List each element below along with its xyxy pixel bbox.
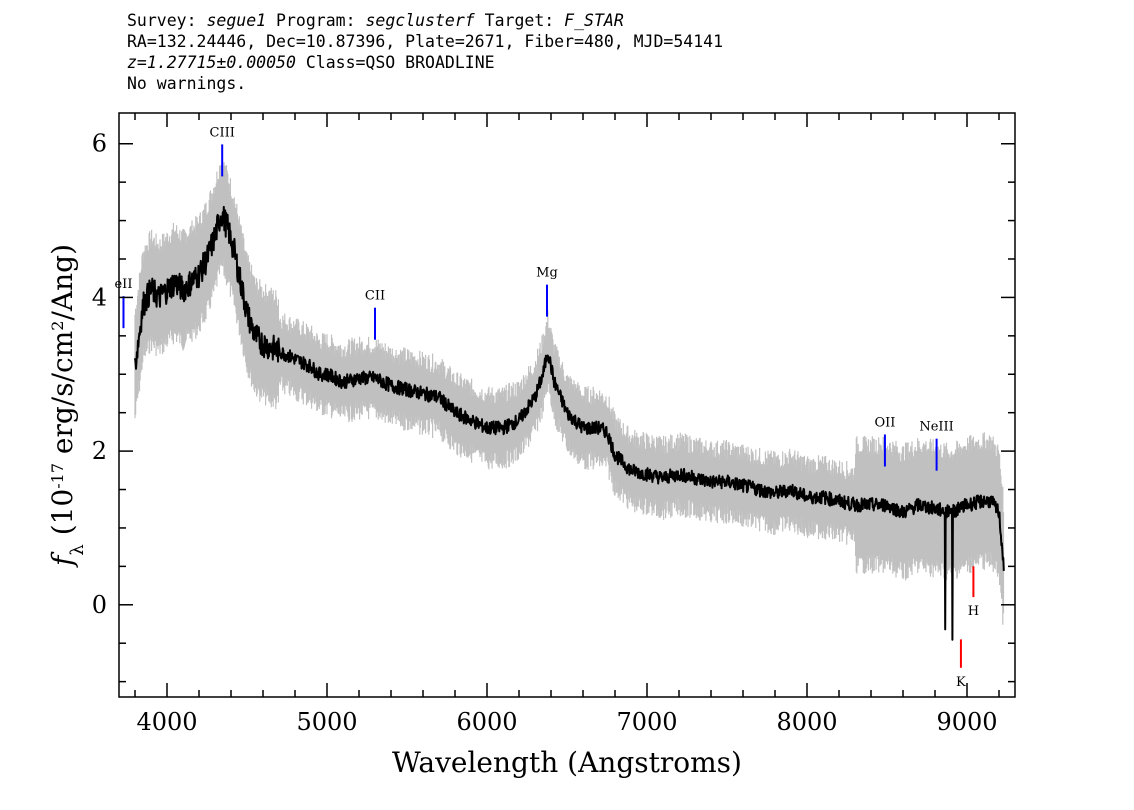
y-tick-label: 2 <box>92 437 107 465</box>
spectrum-header: Survey: segue1 Program: segclusterf Targ… <box>127 10 723 94</box>
spectral-line-markers: eII CIII CII Mg OII NeIII H K <box>114 125 979 689</box>
flux-line-path <box>134 205 1005 641</box>
x-tick-label: 6000 <box>456 708 517 736</box>
program-value: segclusterf <box>365 11 475 30</box>
y-axis-label: fλ (10-17 erg/s/cm2/Ang) <box>46 244 88 568</box>
plot-frame <box>118 112 1016 698</box>
spectral-line-h-label: H <box>968 604 979 619</box>
x-tick-label: 5000 <box>296 708 357 736</box>
spectral-line-ciii-label: CIII <box>210 125 235 140</box>
target-value: F_STAR <box>564 11 624 30</box>
y-axis-label-text: fλ (10-17 erg/s/cm2/Ang) <box>46 244 88 568</box>
spectral-line-cii-label: CII <box>365 289 385 304</box>
y-tick-label: 0 <box>92 591 107 619</box>
axis-ticks: 4000 5000 6000 7000 8000 9000 0 2 4 6 <box>92 113 1015 736</box>
spectral-line-neiii-label: NeIII <box>919 420 953 435</box>
target-label: Target: <box>484 11 555 30</box>
noise-band-path <box>134 162 1005 625</box>
x-tick-label: 7000 <box>616 708 677 736</box>
x-tick-label: 9000 <box>936 708 997 736</box>
x-tick-label: 4000 <box>136 708 197 736</box>
header-line-redshift: z=1.27715±0.00050 Class=QSO BROADLINE <box>127 52 723 73</box>
y-tick-label: 4 <box>92 283 107 311</box>
spectral-line-mg-label: Mg <box>536 266 558 281</box>
header-line-coordinates: RA=132.24446, Dec=10.87396, Plate=2671, … <box>127 32 724 51</box>
survey-label: Survey: <box>127 11 197 30</box>
survey-value: segue1 <box>206 11 267 30</box>
noise-band <box>134 162 1005 625</box>
class-value: Class=QSO BROADLINE <box>305 53 495 72</box>
x-tick-label: 8000 <box>776 708 837 736</box>
header-line-warnings: No warnings. <box>127 74 247 93</box>
x-axis-label: Wavelength (Angstroms) <box>392 746 742 779</box>
header-line-survey: Survey: segue1 Program: segclusterf Targ… <box>127 10 723 31</box>
program-label: Program: <box>276 11 356 30</box>
spectral-line-oii-label: OII <box>874 415 895 430</box>
spectral-line-k-label: K <box>956 675 966 690</box>
flux-series <box>134 205 1005 641</box>
redshift-value: z=1.27715±0.00050 <box>127 53 296 72</box>
y-tick-label: 6 <box>92 130 107 158</box>
spectral-line-eii-label: eII <box>114 277 132 292</box>
